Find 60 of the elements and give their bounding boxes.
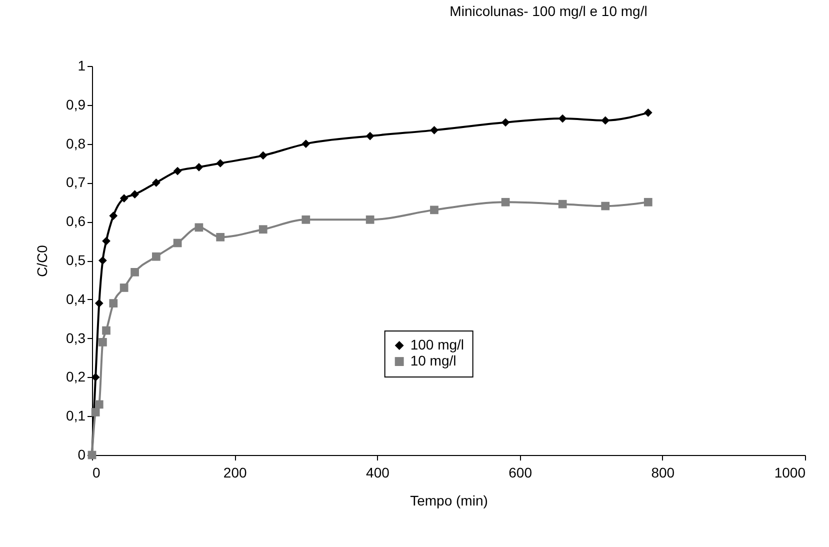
point: [258, 225, 268, 234]
point: [501, 118, 510, 127]
point: [644, 198, 652, 206]
point: [152, 252, 160, 261]
point: [109, 299, 118, 308]
x-axis-title: Tempo (min): [410, 492, 488, 508]
x-tick-label: 400: [366, 464, 390, 480]
y-tick-label: 1: [78, 58, 86, 74]
y-tick-label: 0,4: [66, 290, 86, 307]
y-tick-label: 0,9: [66, 96, 86, 112]
point: [91, 373, 100, 382]
point: [94, 400, 104, 409]
point: [430, 126, 438, 134]
y-tick-label: 0,2: [66, 368, 86, 385]
chart-title: Minicolunas- 100 mg/l e 10 mg/l: [450, 3, 648, 19]
point: [601, 202, 610, 210]
point: [102, 236, 110, 246]
point: [194, 223, 204, 232]
point: [130, 190, 139, 199]
point: [501, 198, 510, 206]
point: [94, 299, 104, 308]
point: [173, 238, 182, 248]
y-tick-label: 0,5: [66, 252, 86, 268]
x-tick-label: 1000: [774, 464, 806, 480]
point: [120, 284, 128, 292]
point: [216, 232, 225, 242]
legend-label: 10 mg/l: [410, 352, 456, 369]
point: [366, 215, 374, 224]
y-tick-label: 0: [78, 446, 86, 462]
y-tick-label: 0,8: [66, 135, 86, 152]
point: [91, 408, 100, 416]
x-tick-label: 0: [92, 464, 100, 480]
x-tick-label: 600: [508, 464, 532, 480]
legend-label: 100 mg/l: [410, 336, 464, 353]
y-tick-label: 0,1: [66, 408, 86, 424]
point: [644, 108, 652, 117]
y-axis-title: C/C0: [34, 244, 50, 277]
point: [109, 212, 118, 220]
point: [558, 114, 567, 123]
point: [430, 206, 438, 214]
point: [302, 140, 310, 148]
point: [302, 215, 310, 224]
point: [98, 338, 107, 346]
point: [152, 178, 160, 187]
x-tick-label: 800: [651, 464, 675, 480]
point: [102, 326, 110, 335]
y-tick-label: 0,7: [66, 174, 86, 190]
point: [98, 256, 107, 265]
point: [258, 151, 268, 160]
point: [558, 200, 567, 208]
point: [216, 159, 225, 168]
point: [130, 268, 139, 276]
point: [194, 162, 204, 172]
y-tick-label: 0,3: [66, 330, 86, 346]
point: [120, 194, 128, 202]
point: [601, 116, 610, 125]
y-tick-label: 0,6: [66, 213, 86, 230]
x-tick-label: 200: [223, 464, 247, 480]
point: [366, 132, 374, 140]
point: [173, 166, 182, 176]
